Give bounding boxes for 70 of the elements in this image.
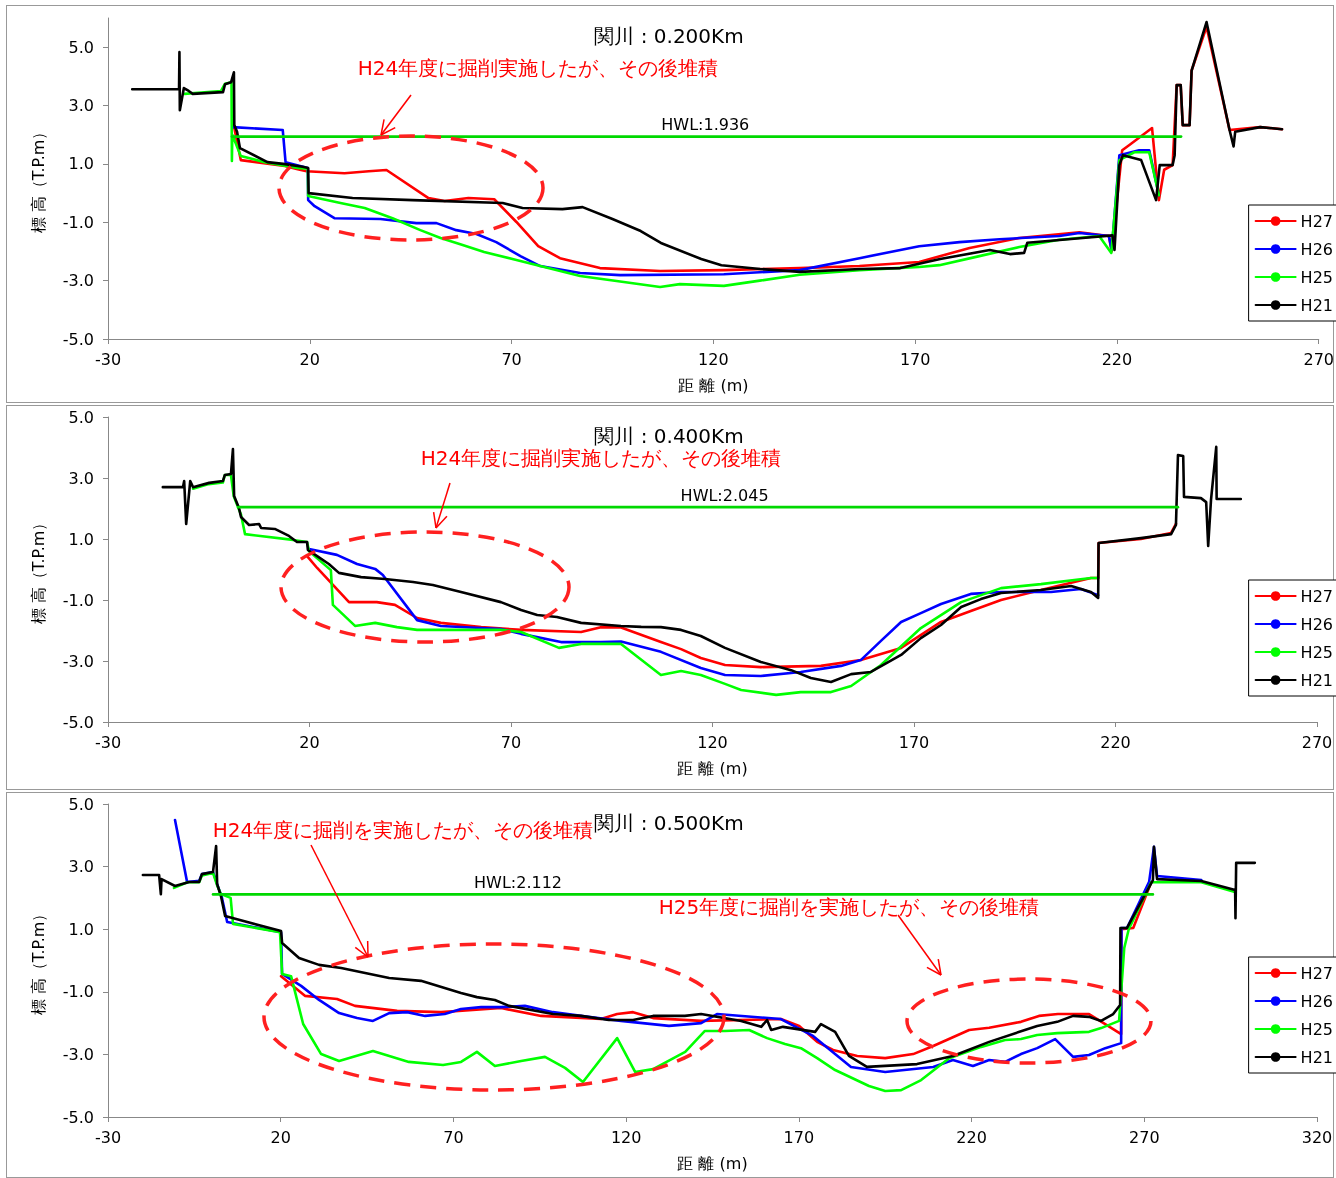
annotation: H25年度に掘削を実施したが、その後堆積 (658, 895, 1040, 919)
x-tick-label: 20 (299, 732, 320, 752)
annotation: H24年度に掘削実施したが、その後堆積 (420, 446, 782, 470)
x-tick-label: -30 (94, 349, 122, 369)
x-tick-label: 20 (299, 349, 320, 369)
annotation: HWL:1.936 (661, 115, 750, 135)
legend-label: H21 (1300, 295, 1333, 315)
legend-label: H26 (1300, 614, 1333, 634)
chart-title: 関川 : 0.400Km (594, 424, 744, 448)
annotation: HWL:2.045 (680, 485, 769, 505)
chart-title: 関川 : 0.500Km (594, 811, 744, 835)
y-tick-label: 1.0 (68, 529, 94, 549)
y-axis-title: 標 高（T.P.m） (28, 905, 48, 1016)
x-tick-label: 270 (1303, 349, 1334, 369)
y-tick-label: -5.0 (62, 329, 94, 349)
chart-title: 関川 : 0.200Km (594, 24, 744, 48)
legend-label: H27 (1300, 211, 1333, 231)
legend-label: H21 (1300, 1047, 1333, 1067)
y-tick-label: 5.0 (68, 37, 94, 57)
y-tick-label: 1.0 (68, 154, 94, 174)
legend-label: H25 (1300, 267, 1333, 287)
x-axis-title: 距 離 (m) (677, 1153, 748, 1173)
annotation: HWL:2.112 (474, 872, 563, 892)
legend-label: H25 (1300, 642, 1333, 662)
x-tick-label: 270 (1129, 1127, 1160, 1147)
y-tick-label: -5.0 (62, 712, 94, 732)
line-series (141, 844, 1257, 1069)
x-tick-label: 220 (956, 1127, 987, 1147)
y-tick-label: 1.0 (68, 919, 94, 939)
x-tick-label: 320 (1301, 1127, 1333, 1147)
x-axis-title: 距 離 (m) (677, 758, 748, 778)
y-tick-label: 3.0 (68, 857, 94, 877)
x-tick-label: -30 (94, 732, 122, 752)
y-tick-label: -5.0 (62, 1107, 94, 1127)
legend-label: H27 (1300, 586, 1333, 606)
y-tick-label: -1.0 (62, 982, 94, 1002)
y-axis-title: 標 高（T.P.m） (28, 123, 48, 234)
x-tick-label: 70 (500, 732, 522, 752)
y-tick-label: 5.0 (68, 407, 94, 427)
y-tick-label: 5.0 (68, 794, 94, 814)
x-tick-label: 220 (1100, 732, 1131, 752)
y-tick-label: 3.0 (68, 468, 94, 488)
y-tick-label: -1.0 (62, 212, 94, 232)
legend-label: H26 (1300, 991, 1333, 1011)
x-tick-label: 120 (610, 1127, 642, 1147)
y-tick-label: -3.0 (62, 271, 94, 291)
x-tick-label: 70 (443, 1127, 464, 1147)
y-tick-label: -3.0 (62, 651, 94, 671)
y-tick-label: -1.0 (62, 590, 94, 610)
legend-label: H21 (1300, 670, 1333, 690)
x-tick-label: 170 (899, 349, 931, 369)
y-axis-title: 標 高（T.P.m） (28, 514, 48, 625)
x-tick-label: -30 (94, 1127, 122, 1147)
x-tick-label: 120 (697, 732, 728, 752)
line-series (161, 445, 1243, 684)
y-tick-label: 3.0 (68, 96, 94, 116)
x-tick-label: 170 (898, 732, 930, 752)
annotation: H24年度に掘削を実施したが、その後堆積 (212, 818, 594, 842)
legend-label: H25 (1300, 1019, 1333, 1039)
legend-label: H27 (1300, 963, 1333, 983)
x-tick-label: 120 (698, 349, 729, 369)
x-tick-label: 20 (270, 1127, 291, 1147)
x-tick-label: 70 (501, 349, 522, 369)
legend-label: H26 (1300, 239, 1333, 259)
annotation: H24年度に掘削実施したが、その後堆積 (357, 56, 719, 80)
x-tick-label: 170 (783, 1127, 815, 1147)
x-axis-title: 距 離 (m) (678, 375, 749, 395)
y-tick-label: -3.0 (62, 1044, 94, 1064)
x-tick-label: 270 (1301, 732, 1333, 752)
x-tick-label: 220 (1101, 349, 1133, 369)
